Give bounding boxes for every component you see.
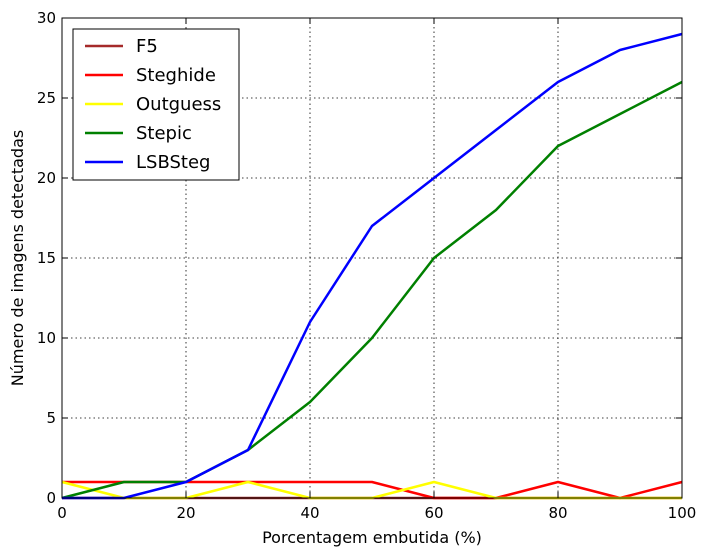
x-tick-label: 0: [57, 504, 67, 522]
x-tick-label: 20: [176, 504, 195, 522]
x-tick-label: 80: [548, 504, 567, 522]
x-tick-label: 100: [668, 504, 697, 522]
y-axis-title: Número de imagens detectadas: [8, 130, 27, 386]
series-line-lsbsteg: [62, 32, 683, 500]
x-tick-label: 40: [300, 504, 319, 522]
legend: F5 Steghide Outguess Stepic LSBSteg: [72, 28, 240, 181]
x-tick-label: 60: [424, 504, 443, 522]
legend-label: Steghide: [136, 65, 216, 86]
legend-label: LSBSteg: [136, 152, 210, 173]
legend-label: Outguess: [136, 94, 221, 115]
y-tick-label: 30: [37, 9, 56, 27]
legend-label: Stepic: [136, 123, 192, 144]
y-tick-label: 25: [37, 89, 56, 107]
x-axis-title: Porcentagem embutida (%): [262, 528, 482, 547]
y-tick-label: 5: [46, 409, 56, 427]
series-line-stepic: [61, 80, 683, 500]
y-tick-label: 10: [37, 329, 56, 347]
y-tick-label: 15: [37, 249, 56, 267]
axis-ticks: 0 20 40 60 80 100 0 5 10 15 20 25 30: [37, 9, 696, 522]
y-tick-label: 0: [46, 489, 56, 507]
y-tick-label: 20: [37, 169, 56, 187]
legend-label: F5: [136, 36, 158, 57]
